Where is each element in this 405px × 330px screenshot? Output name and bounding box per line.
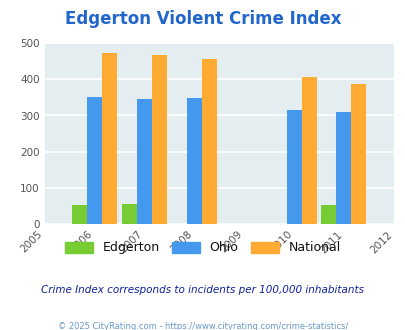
Text: © 2025 CityRating.com - https://www.cityrating.com/crime-statistics/: © 2025 CityRating.com - https://www.city… — [58, 322, 347, 330]
Legend: Edgerton, Ohio, National: Edgerton, Ohio, National — [60, 236, 345, 259]
Bar — [102, 53, 117, 224]
Bar — [301, 77, 316, 224]
Bar — [201, 59, 216, 224]
Bar — [286, 110, 301, 224]
Bar — [136, 99, 151, 224]
Bar — [151, 55, 166, 224]
Bar — [122, 204, 136, 224]
Bar — [72, 205, 87, 224]
Bar — [186, 98, 201, 224]
Text: Crime Index corresponds to incidents per 100,000 inhabitants: Crime Index corresponds to incidents per… — [41, 285, 364, 295]
Bar — [351, 84, 365, 224]
Text: Edgerton Violent Crime Index: Edgerton Violent Crime Index — [64, 10, 341, 28]
Bar — [87, 97, 102, 224]
Bar — [321, 205, 336, 224]
Bar — [336, 112, 351, 224]
